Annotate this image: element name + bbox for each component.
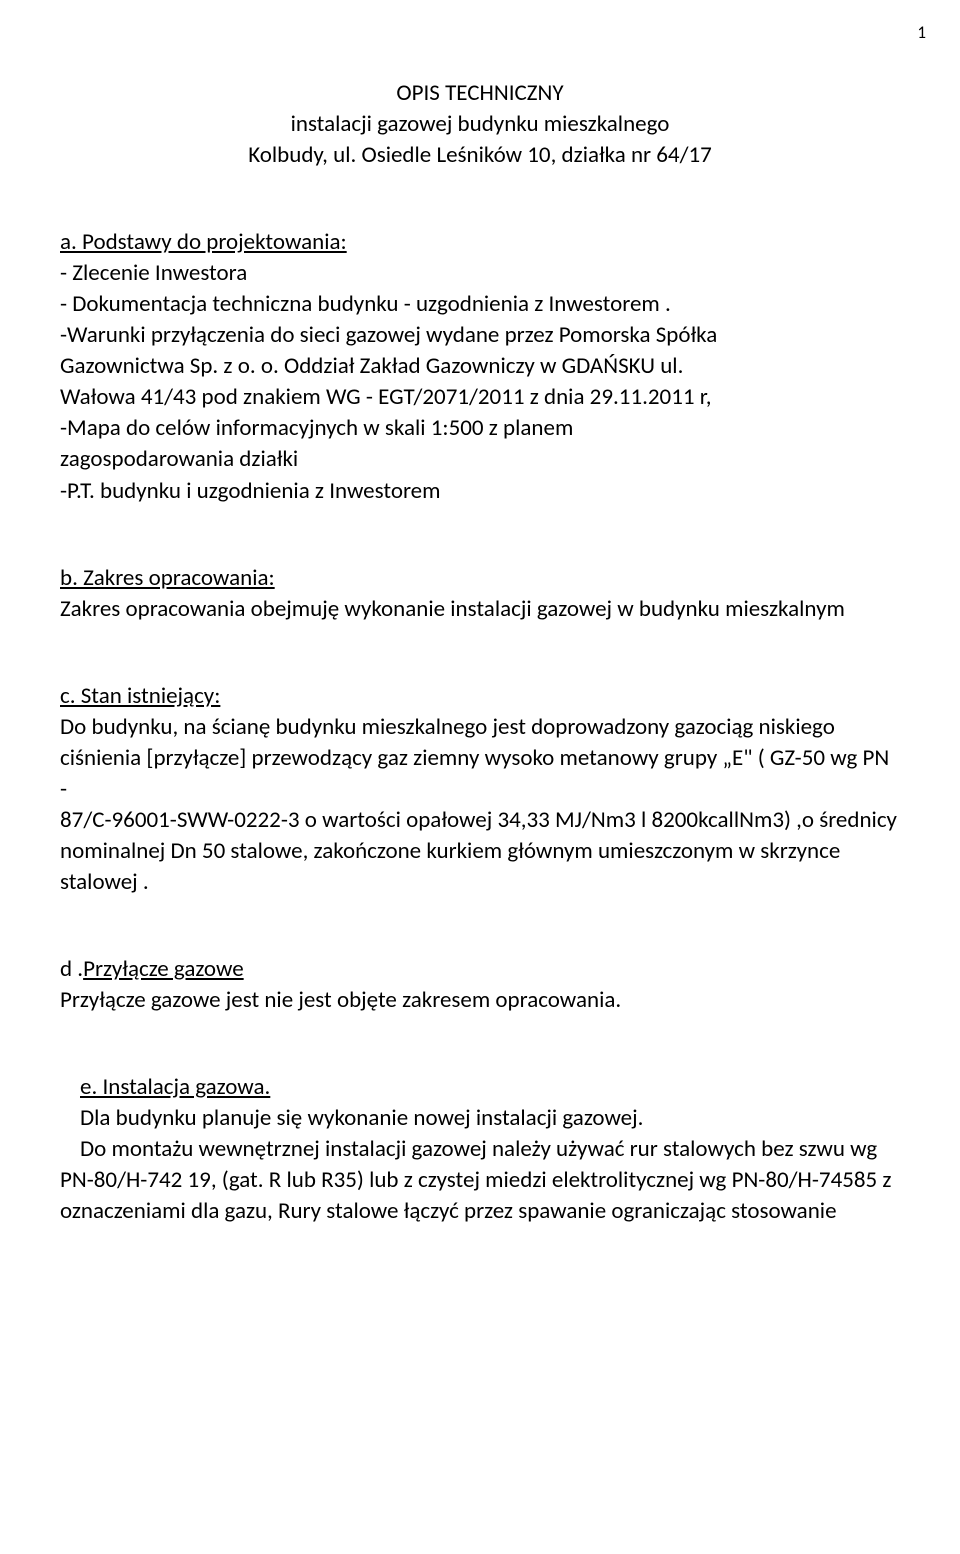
section-a-line-6: -Mapa do celów informacyjnych w skali 1:… — [60, 414, 573, 442]
section-e-line-1: Dla budynku planuje się wykonanie nowej … — [80, 1104, 643, 1132]
section-e-line-3: PN-80/H-742 19, (gat. R lub R35) lub z c… — [60, 1166, 891, 1194]
section-a-line-7: zagospodarowania działki — [60, 445, 298, 473]
section-c-line-3: 87/C-96001-SWW-0222-3 o wartości opałowe… — [60, 806, 897, 834]
section-a-line-4: Gazownictwa Sp. z o. o. Oddział Zakład G… — [60, 352, 683, 380]
section-a-line-5: Wałowa 41/43 pod znakiem WG - EGT/2071/2… — [60, 383, 712, 411]
section-d-prefix: d . — [60, 955, 83, 983]
section-e-line-4: oznaczeniami dla gazu, Rury stalowe łącz… — [60, 1197, 837, 1225]
section-d: d .Przyłącze gazowe Przyłącze gazowe jes… — [60, 954, 900, 1016]
section-a-line-3: -Warunki przyłączenia do sieci gazowej w… — [60, 321, 717, 349]
section-c-line-5: stalowej . — [60, 868, 149, 896]
title-block: OPIS TECHNICZNY instalacji gazowej budyn… — [60, 78, 900, 171]
section-c-line-1: Do budynku, na ścianę budynku mieszkalne… — [60, 713, 835, 741]
section-b: b. Zakres opracowania: Zakres opracowani… — [60, 563, 900, 625]
section-d-heading: Przyłącze gazowe — [83, 955, 244, 983]
section-c-line-2: ciśnienia [przyłącze] przewodzący gaz zi… — [60, 744, 889, 803]
section-c: c. Stan istniejący: Do budynku, na ścian… — [60, 681, 900, 898]
section-a-heading: a. Podstawy do projektowania: — [60, 228, 347, 256]
section-b-heading: b. Zakres opracowania: — [60, 564, 275, 592]
section-a: a. Podstawy do projektowania: - Zlecenie… — [60, 227, 900, 506]
section-e-line-2: Do montażu wewnętrznej instalacji gazowe… — [80, 1135, 877, 1163]
section-d-line-1: Przyłącze gazowe jest nie jest objęte za… — [60, 986, 621, 1014]
section-a-line-8: -P.T. budynku i uzgodnienia z Inwestorem — [60, 477, 441, 505]
section-e: e. Instalacja gazowa. Dla budynku planuj… — [80, 1072, 900, 1227]
section-c-line-4: nominalnej Dn 50 stalowe, zakończone kur… — [60, 837, 840, 865]
document-page: 1 OPIS TECHNICZNY instalacji gazowej bud… — [0, 0, 960, 1554]
section-c-heading: c. Stan istniejący: — [60, 682, 220, 710]
section-b-line-1: Zakres opracowania obejmuję wykonanie in… — [60, 595, 845, 623]
page-number: 1 — [917, 22, 926, 43]
section-e-heading: e. Instalacja gazowa. — [80, 1073, 270, 1101]
section-a-line-2: - Dokumentacja techniczna budynku - uzgo… — [60, 290, 671, 318]
title-line-2: instalacji gazowej budynku mieszkalnego — [60, 109, 900, 140]
title-line-3: Kolbudy, ul. Osiedle Leśników 10, działk… — [60, 140, 900, 171]
section-a-line-1: - Zlecenie Inwestora — [60, 259, 247, 287]
title-line-1: OPIS TECHNICZNY — [60, 78, 900, 109]
